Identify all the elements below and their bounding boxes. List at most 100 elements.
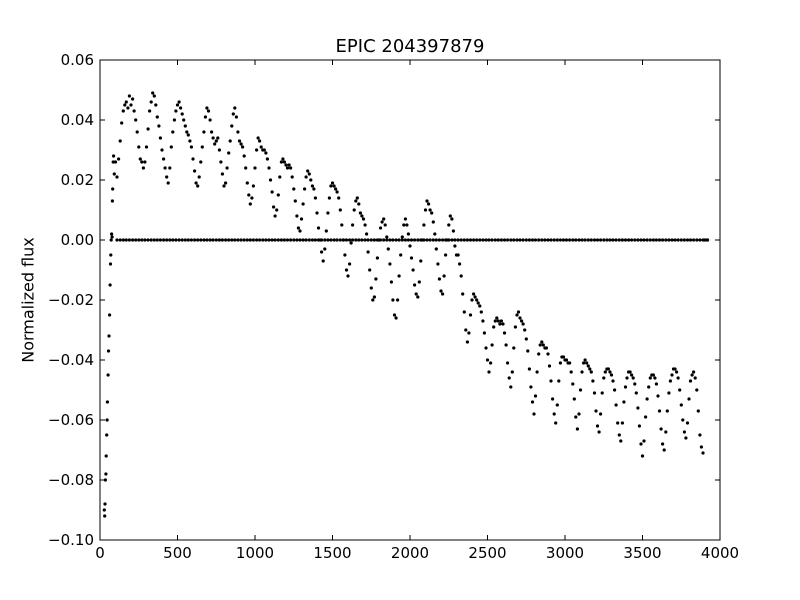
data-point: [191, 157, 195, 161]
y-tick-label: 0.00: [61, 231, 94, 249]
data-point: [278, 175, 282, 179]
data-point: [564, 238, 569, 242]
data-point: [242, 154, 246, 158]
data-point: [670, 238, 674, 242]
data-point: [372, 238, 376, 242]
data-point: [527, 367, 532, 371]
data-point: [210, 130, 214, 134]
data-point: [203, 115, 207, 119]
data-point: [538, 343, 542, 347]
data-point: [422, 223, 426, 227]
data-point: [682, 238, 687, 242]
data-point: [177, 238, 181, 242]
data-point: [151, 91, 155, 95]
data-point: [633, 382, 637, 386]
data-point: [264, 238, 268, 242]
data-point: [692, 370, 696, 374]
data-point: [141, 166, 145, 170]
data-point: [591, 379, 595, 383]
data-point: [555, 403, 559, 407]
data-point: [574, 238, 578, 242]
data-point: [682, 430, 687, 434]
data-point: [688, 379, 693, 383]
data-point: [619, 439, 623, 443]
data-point: [473, 295, 477, 299]
data-point: [698, 238, 702, 242]
data-point: [465, 340, 469, 344]
data-point: [222, 184, 226, 188]
data-point: [363, 223, 367, 227]
data-point: [337, 196, 341, 200]
data-point: [267, 166, 271, 170]
y-tick-label: −0.10: [48, 531, 94, 549]
data-point: [664, 430, 668, 434]
data-point: [695, 238, 699, 242]
data-point: [106, 373, 110, 377]
data-point: [103, 478, 107, 482]
data-point: [258, 238, 262, 242]
data-point: [687, 397, 691, 401]
data-point: [510, 370, 514, 374]
data-point: [640, 454, 645, 458]
data-point: [290, 175, 294, 179]
data-point: [273, 238, 277, 242]
data-point: [230, 238, 234, 242]
data-point: [417, 280, 421, 284]
data-point: [434, 238, 438, 242]
data-point: [620, 421, 625, 425]
data-point: [679, 403, 683, 407]
data-point: [306, 169, 310, 173]
data-point: [292, 238, 296, 242]
data-point: [355, 196, 359, 200]
data-point: [693, 376, 697, 380]
data-point: [617, 433, 621, 437]
data-point: [585, 361, 589, 365]
x-tick-label: 2000: [391, 544, 429, 562]
y-tick-label: −0.02: [48, 291, 94, 309]
data-point: [685, 421, 690, 425]
data-point: [115, 175, 119, 179]
data-point: [321, 259, 325, 263]
data-point: [453, 244, 457, 248]
data-point: [264, 151, 268, 155]
data-point: [137, 238, 141, 242]
data-point: [163, 166, 167, 170]
data-point: [478, 304, 482, 308]
data-point: [180, 238, 184, 242]
data-point: [208, 238, 212, 242]
data-point: [171, 130, 175, 134]
y-tick-label: 0.06: [61, 51, 94, 69]
data-point: [411, 268, 415, 272]
data-point: [540, 238, 544, 242]
data-point: [502, 238, 507, 242]
data-point: [484, 346, 488, 350]
data-point: [430, 211, 434, 215]
data-point: [251, 184, 255, 188]
data-point: [124, 100, 128, 104]
data-point: [630, 238, 634, 242]
data-point: [276, 193, 280, 197]
data-point: [614, 238, 618, 242]
data-point: [552, 412, 556, 416]
data-point: [205, 238, 209, 242]
data-point: [316, 238, 321, 242]
data-point: [558, 238, 563, 242]
data-point: [586, 238, 590, 242]
data-point: [521, 238, 525, 242]
data-point: [313, 238, 317, 242]
data-point: [679, 238, 683, 242]
data-point: [472, 292, 476, 296]
data-point: [506, 361, 510, 365]
data-point: [375, 256, 379, 260]
data-point: [444, 238, 448, 242]
data-point: [208, 118, 212, 122]
data-point: [366, 238, 370, 242]
data-point: [662, 448, 666, 452]
data-point: [392, 313, 397, 317]
data-point: [583, 238, 587, 242]
data-point: [287, 163, 291, 167]
data-point: [487, 370, 491, 374]
data-point: [546, 238, 550, 242]
data-point: [546, 352, 550, 356]
data-point: [115, 238, 119, 242]
